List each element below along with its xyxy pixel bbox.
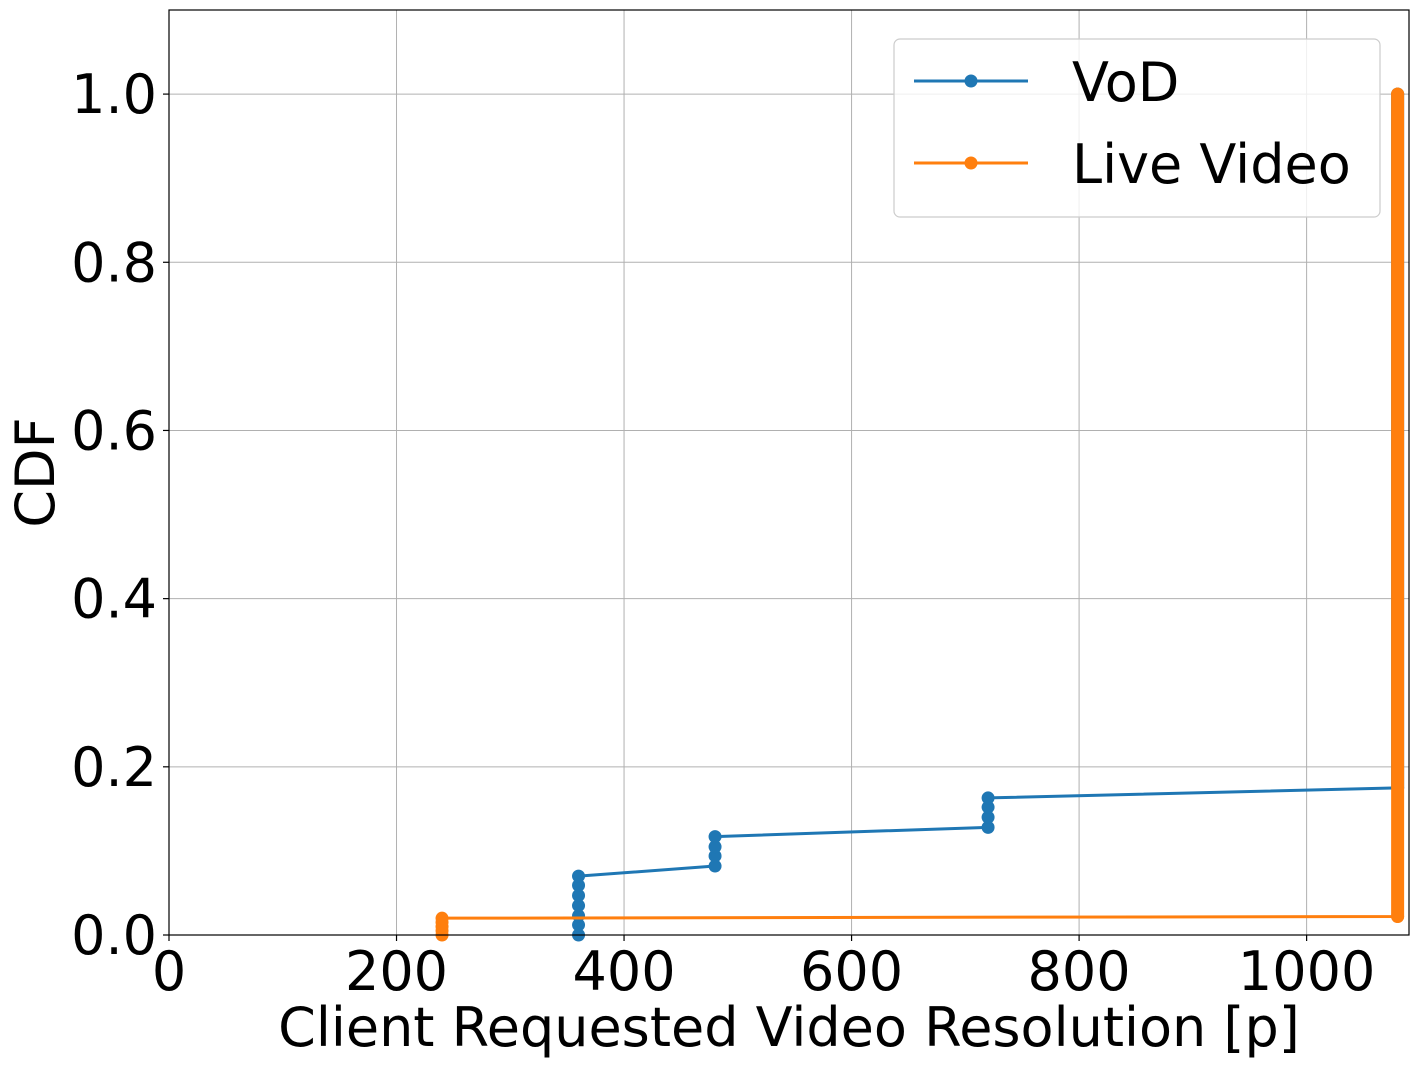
series-point [981, 820, 995, 834]
y-tick-label: 0.4 [71, 568, 157, 631]
series-point [572, 918, 586, 932]
series-point [981, 810, 995, 824]
series-point [708, 849, 722, 863]
y-axis-label: CDF [4, 417, 67, 527]
legend-marker [964, 74, 978, 88]
x-tick-label: 600 [800, 940, 903, 1003]
y-tick-label: 1.0 [71, 63, 157, 126]
series-point [708, 859, 722, 873]
plot-frame [168, 9, 1410, 936]
x-tick-label: 400 [573, 940, 676, 1003]
x-tick-label: 200 [345, 940, 448, 1003]
x-axis-label: Client Requested Video Resolution [p] [278, 996, 1300, 1059]
series-layer [435, 87, 1405, 942]
y-tick-label: 0.8 [71, 231, 157, 294]
legend-entries: VoD Live Video [914, 51, 1351, 196]
legend-label: Live Video [1072, 133, 1351, 196]
y-tick-label: 0.0 [71, 904, 157, 967]
series-point [572, 878, 586, 892]
series-point [981, 791, 995, 805]
legend-marker [964, 156, 978, 170]
series-point [572, 869, 586, 883]
x-tick-label: 800 [1028, 940, 1131, 1003]
legend-box [893, 38, 1381, 218]
series-point [981, 800, 995, 814]
series-point [708, 840, 722, 854]
legend-label: VoD [1072, 51, 1179, 114]
x-tick-label: 1000 [1238, 940, 1375, 1003]
legend: VoD Live Video [893, 38, 1381, 218]
series-point [572, 899, 586, 913]
y-axis-ticks: 0.0 0.2 0.4 0.6 0.8 1.0 [71, 63, 169, 967]
series-point [572, 888, 586, 902]
y-tick-label: 0.2 [71, 736, 157, 799]
grid-lines [168, 10, 1409, 936]
y-tick-label: 0.6 [71, 399, 157, 462]
series-point [435, 911, 449, 925]
series-point [708, 830, 722, 844]
x-axis-ticks: 0 200 400 600 800 1000 [152, 935, 1375, 1003]
x-tick-label: 0 [152, 940, 186, 1003]
